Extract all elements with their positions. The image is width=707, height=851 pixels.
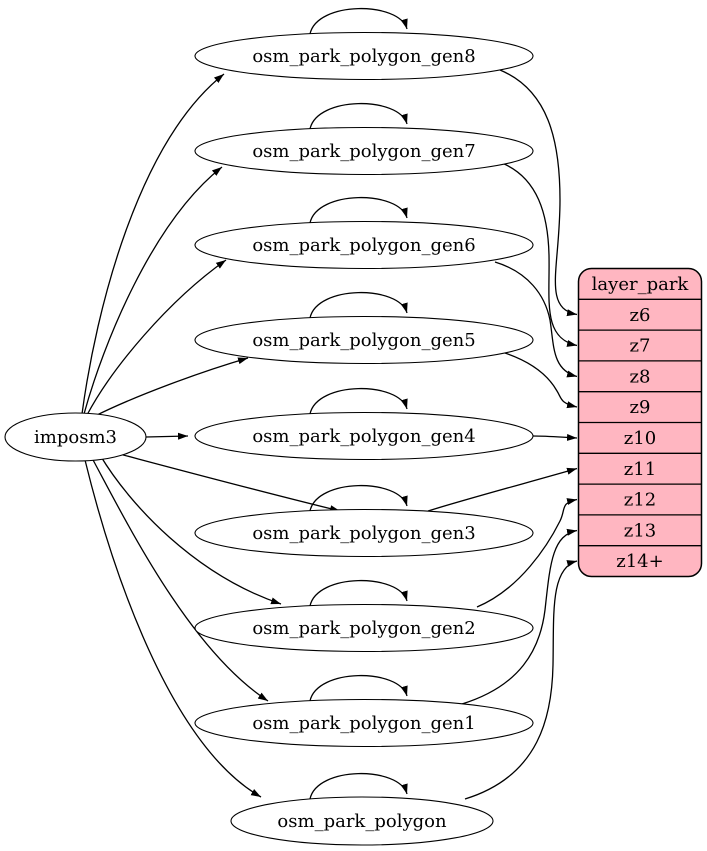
- node-osm-park-polygon-gen5: osm_park_polygon_gen5: [194, 315, 534, 365]
- edge-imposm3-to-gen6: [86, 259, 227, 416]
- node-gen1-label: osm_park_polygon_gen1: [252, 713, 475, 734]
- node-osm-park-polygon-gen6: osm_park_polygon_gen6: [194, 220, 534, 270]
- edge-gen4-to-z10: [532, 433, 578, 441]
- table-row-z10: z10: [624, 428, 656, 449]
- edges-to-layer: [427, 69, 578, 800]
- node-gen3-shape: [194, 508, 534, 558]
- node-gen8-label: osm_park_polygon_gen8: [252, 46, 475, 67]
- edge-gen8-to-z6: [499, 69, 578, 317]
- node-imposm3-label: imposm3: [34, 427, 117, 448]
- node-osm-park-polygon-gen3: osm_park_polygon_gen3: [194, 508, 534, 558]
- edge-imposm3-to-gen7: [83, 166, 223, 415]
- node-polygon-shape: [230, 796, 494, 846]
- self-loop-gen8: [309, 7, 408, 35]
- edge-gen2-to-z12: [476, 498, 578, 608]
- table-row-z8: z8: [630, 367, 651, 388]
- self-loop-polygon: [309, 772, 408, 800]
- node-gen4-label: osm_park_polygon_gen4: [252, 426, 475, 447]
- node-imposm3: imposm3: [4, 412, 147, 462]
- edge-imposm3-to-gen3: [111, 451, 341, 513]
- edge-gen6-to-z8: [494, 261, 578, 378]
- table-row-z9: z9: [630, 397, 651, 418]
- self-loop-gen4: [309, 387, 408, 415]
- node-gen6-label: osm_park_polygon_gen6: [252, 235, 475, 256]
- self-loop-gen6: [309, 196, 408, 224]
- edge-gen5-to-z9: [501, 351, 578, 409]
- edge-imposm3-to-gen2: [99, 454, 282, 605]
- edge-gen3-to-z11: [427, 467, 578, 512]
- table-row-z7: z7: [630, 336, 651, 357]
- self-loop-edges: [309, 7, 408, 800]
- self-loop-gen7: [309, 102, 408, 130]
- edge-gen1-to-z13: [461, 528, 578, 705]
- table-row-z11: z11: [624, 459, 656, 480]
- edges-from-source: [81, 73, 341, 798]
- node-gen3-label: osm_park_polygon_gen3: [252, 523, 475, 544]
- node-gen7-label: osm_park_polygon_gen7: [252, 141, 475, 162]
- layer-park-table-title: layer_park: [592, 274, 690, 295]
- node-osm-park-polygon-gen2: osm_park_polygon_gen2: [194, 603, 534, 653]
- node-gen5-shape: [194, 315, 534, 365]
- node-imposm3-shape: [4, 412, 147, 462]
- node-gen6-shape: [194, 220, 534, 270]
- node-osm-park-polygon-gen8: osm_park_polygon_gen8: [194, 31, 534, 81]
- node-osm-park-polygon-gen7: osm_park_polygon_gen7: [194, 126, 534, 176]
- node-gen5-label: osm_park_polygon_gen5: [252, 330, 475, 351]
- node-gen1-shape: [194, 698, 534, 748]
- node-gen8-shape: [194, 31, 534, 81]
- table-row-z14: z14+: [616, 551, 663, 572]
- node-osm-park-polygon-gen4: osm_park_polygon_gen4: [194, 411, 534, 461]
- edge-gen7-to-z7: [501, 162, 578, 347]
- table-row-z12: z12: [624, 490, 656, 511]
- self-loop-gen5: [309, 291, 408, 319]
- node-gen2-shape: [194, 603, 534, 653]
- self-loop-gen3: [309, 484, 408, 512]
- edge-imposm3-to-gen1: [91, 457, 269, 702]
- node-gen4-shape: [194, 411, 534, 461]
- node-osm-park-polygon-gen1: osm_park_polygon_gen1: [194, 698, 534, 748]
- self-loop-gen1: [309, 674, 408, 702]
- node-gen2-label: osm_park_polygon_gen2: [252, 618, 475, 639]
- node-gen7-shape: [194, 126, 534, 176]
- self-loop-gen2: [309, 579, 408, 607]
- layer-park-table: layer_park z6 z7 z8 z9 z10 z11 z12 z13 z…: [577, 267, 703, 578]
- edge-imposm3-to-gen4: [145, 432, 189, 440]
- edge-imposm3-to-polygon: [84, 459, 262, 798]
- table-row-z6: z6: [630, 305, 651, 326]
- table-row-z13: z13: [624, 521, 656, 542]
- edge-polygon-to-z14: [464, 560, 578, 800]
- edge-imposm3-to-gen5: [94, 357, 249, 417]
- node-osm-park-polygon: osm_park_polygon: [230, 796, 494, 846]
- edge-imposm3-to-gen8: [81, 73, 225, 415]
- node-polygon-label: osm_park_polygon: [277, 811, 447, 832]
